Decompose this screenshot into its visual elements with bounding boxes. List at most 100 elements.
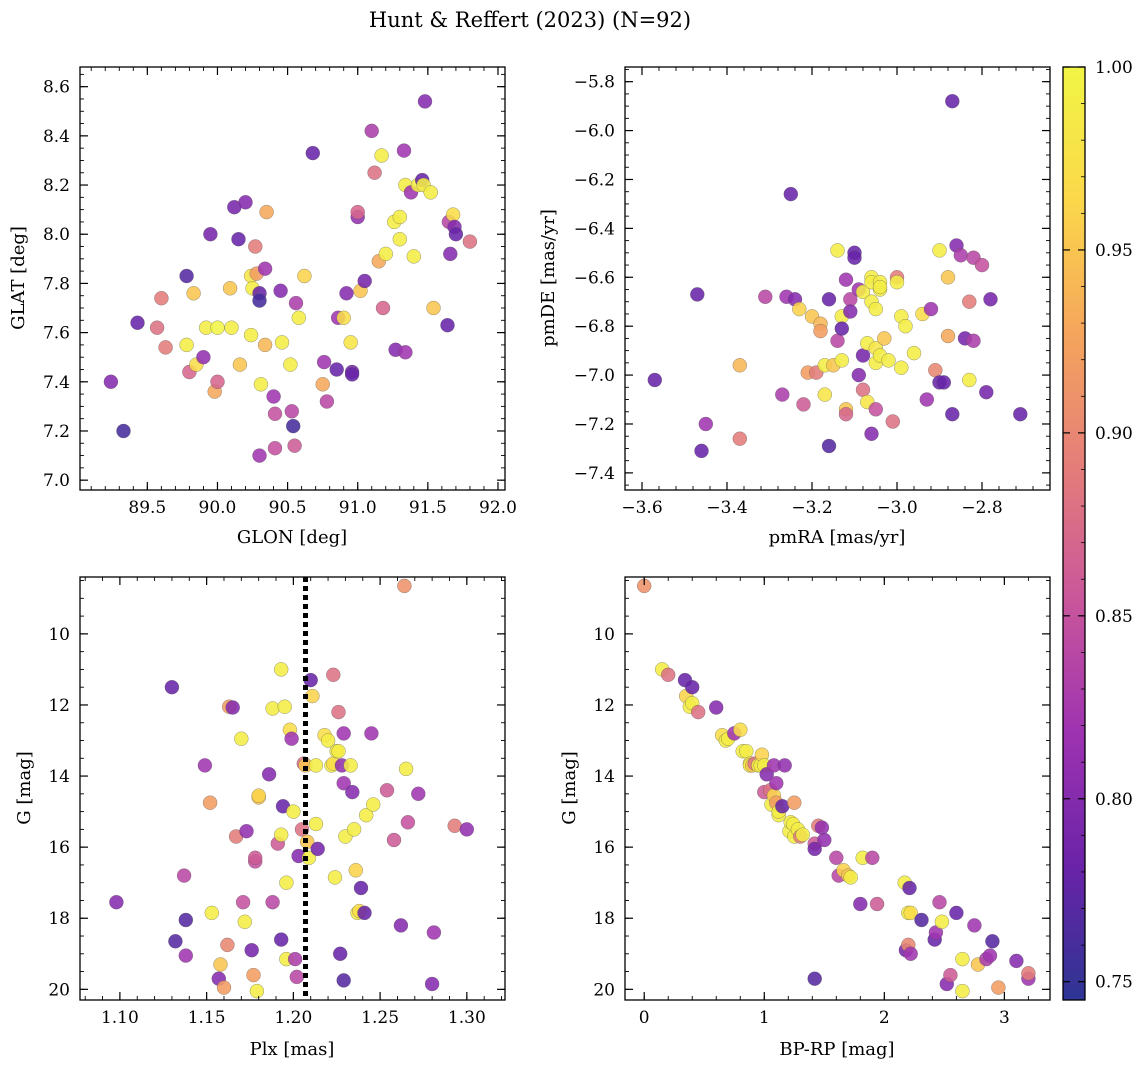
scatter-point <box>865 850 880 866</box>
scatter-point <box>158 340 173 355</box>
scatter-point <box>308 816 324 832</box>
scatter-point <box>249 983 265 999</box>
x-tick-label: 1.25 <box>361 1008 399 1028</box>
x-tick-label: −2.8 <box>961 498 1002 518</box>
colorbar-border <box>1062 66 1086 1001</box>
scatter-point <box>868 402 884 417</box>
colorbar-tick-label: 0.95 <box>1095 241 1133 261</box>
scatter-point <box>287 951 303 967</box>
scatter-point <box>277 699 292 714</box>
panel-1-points <box>103 94 478 463</box>
scatter-point <box>367 165 382 180</box>
colorbar: 0.75 0.80 0.85 0.90 0.95 1.00 <box>1062 58 1133 1001</box>
scatter-point <box>406 249 422 264</box>
panel-pmra-pmde: −3.6 −3.4 −3.2 −3.0 −2.8 −7.4 −7.2 −7.0 −6.8 −6.6… <box>538 66 1051 548</box>
scatter-point <box>985 934 1000 949</box>
scatter-point <box>248 239 263 254</box>
scatter-point <box>210 320 225 335</box>
x-tick-label: −3.4 <box>706 498 747 518</box>
scatter-point <box>903 946 918 962</box>
x-tick-label: 3 <box>999 1008 1010 1028</box>
scatter-point <box>834 321 850 336</box>
scatter-point <box>179 268 194 284</box>
scatter-point <box>336 775 351 791</box>
scatter-point <box>423 185 438 200</box>
panel-2-xlabel: pmRA [mas/yr] <box>769 527 906 548</box>
y-tick-label: 7.6 <box>43 324 70 344</box>
scatter-point <box>775 387 790 402</box>
scatter-point <box>332 946 348 962</box>
scatter-point <box>375 300 391 316</box>
scatter-point <box>411 786 426 802</box>
scatter-point <box>252 293 267 308</box>
scatter-point <box>149 320 165 335</box>
scatter-point <box>252 448 267 463</box>
scatter-point <box>869 896 885 912</box>
scatter-point <box>197 758 213 773</box>
scatter-point <box>225 700 240 715</box>
scatter-point <box>344 367 360 382</box>
y-tick-label: −6.8 <box>574 317 615 337</box>
scatter-point <box>830 333 845 349</box>
y-tick-label: −5.8 <box>574 73 615 93</box>
scatter-point <box>690 704 706 720</box>
scatter-point <box>821 438 837 454</box>
y-tick-label: 7.0 <box>43 471 70 491</box>
scatter-point <box>297 268 312 284</box>
x-tick-label: 0 <box>639 1008 650 1028</box>
x-tick-label: 89.5 <box>128 498 166 518</box>
scatter-point <box>982 948 998 963</box>
scatter-point <box>807 841 822 857</box>
scatter-point <box>448 226 464 242</box>
scatter-point <box>247 850 263 866</box>
x-tick-label: 2 <box>879 1008 890 1028</box>
y-tick-label: 8.0 <box>43 225 70 245</box>
y-tick-label: 8.4 <box>43 127 70 147</box>
scatter-point <box>346 822 362 837</box>
scatter-point <box>273 827 289 842</box>
scatter-point <box>732 358 748 373</box>
scatter-point <box>364 123 379 139</box>
y-tick-label: 16 <box>593 838 615 858</box>
scatter-point <box>853 896 868 912</box>
scatter-point <box>286 804 301 819</box>
scatter-point <box>257 261 273 276</box>
colorbar-tick-label: 0.90 <box>1095 424 1133 444</box>
x-tick-label: −3.6 <box>621 498 662 518</box>
y-tick-label: 8.6 <box>43 78 70 98</box>
y-tick-label: 7.2 <box>43 422 70 442</box>
y-tick-label: −7.4 <box>574 464 615 484</box>
scatter-point <box>991 980 1006 995</box>
scatter-point <box>350 204 365 220</box>
panel-plx-g: 1.10 1.15 1.20 1.25 1.30 10 12 14 16 18 20 Plx [ma… <box>14 576 506 1060</box>
figure-title: Hunt & Reffert (2023) (N=92) <box>369 8 691 32</box>
scatter-point <box>979 384 994 400</box>
panel-3-xlabel: Plx [mas] <box>250 1039 335 1060</box>
y-tick-label: 16 <box>48 838 70 858</box>
panel-1-border <box>79 66 506 491</box>
scatter-point <box>923 301 939 317</box>
colorbar-ticks: 0.75 0.80 0.85 0.90 0.95 1.00 <box>1063 58 1133 993</box>
x-tick-label: 1.20 <box>274 1008 312 1028</box>
scatter-point <box>288 295 304 311</box>
scatter-point <box>279 875 294 890</box>
scatter-point <box>864 426 879 442</box>
scatter-point <box>877 331 892 346</box>
scatter-point <box>305 145 321 161</box>
panel-4-xlabel: BP-RP [mag] <box>779 1039 894 1060</box>
scatter-point <box>838 406 854 422</box>
scatter-point <box>331 743 346 759</box>
panel-1-ticks: 89.5 90.0 90.5 91.0 91.5 92.0 7.0 7.2 7.4 7.6 7.8 8… <box>43 67 517 518</box>
panel-2-border <box>624 66 1051 491</box>
x-tick-label: 1 <box>759 1008 770 1028</box>
scatter-point <box>447 818 462 834</box>
scatter-point <box>320 733 336 748</box>
panel-4-frame <box>625 577 1050 1000</box>
scatter-point <box>694 443 709 459</box>
scatter-point <box>868 301 884 317</box>
scatter-point <box>903 905 918 921</box>
scatter-point <box>196 349 211 365</box>
colorbar-tick-label: 0.75 <box>1095 973 1133 993</box>
scatter-point <box>283 357 298 372</box>
panel-1-xlabel: GLON [deg] <box>237 527 347 548</box>
